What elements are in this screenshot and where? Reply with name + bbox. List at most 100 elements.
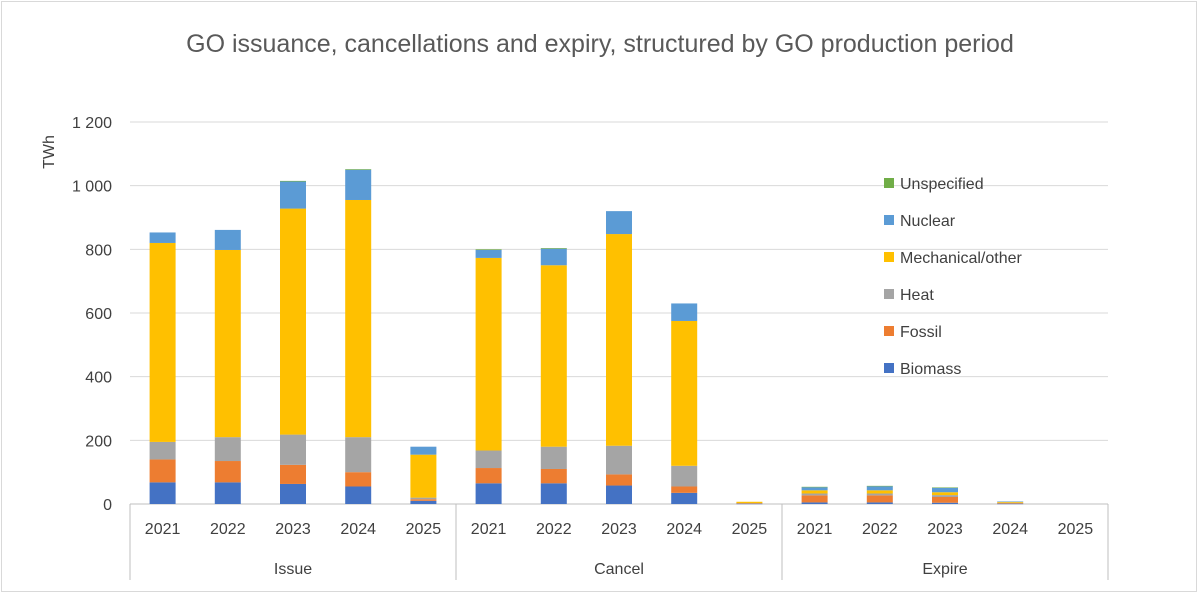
bar-segment-heat bbox=[932, 495, 958, 497]
x-axis: 2021 2022 2023 2024 2025 2021 2022 2023 2024 2025… bbox=[129, 504, 1109, 580]
bar-segment-mechanical-other bbox=[997, 501, 1024, 503]
bar-segment-mechanical-other bbox=[866, 490, 893, 494]
x-category-label: 2021 bbox=[797, 521, 833, 538]
x-category-label: 2023 bbox=[601, 521, 637, 538]
y-axis-ticks: 0 200 400 600 800 1 000 1 200 bbox=[72, 115, 112, 514]
bar-segment-fossil bbox=[671, 486, 698, 493]
y-tick-label: 600 bbox=[85, 306, 112, 323]
bar-segment-unspecified bbox=[866, 485, 893, 487]
bar-segment-biomass bbox=[214, 482, 241, 504]
x-group-label: Cancel bbox=[594, 561, 644, 578]
bar-segment-fossil bbox=[214, 461, 241, 483]
bar-segment-heat bbox=[736, 503, 763, 504]
bar-segment-heat bbox=[280, 434, 306, 465]
bar-segment-mechanical-other bbox=[736, 501, 763, 504]
bar-segment-fossil bbox=[345, 472, 372, 487]
bar-segment-heat bbox=[149, 441, 176, 460]
legend-swatch bbox=[884, 289, 894, 299]
bar-segment-heat bbox=[345, 437, 372, 473]
legend-swatch bbox=[884, 252, 894, 262]
bar-segment-heat bbox=[410, 497, 437, 500]
legend-label: Biomass bbox=[900, 361, 961, 378]
bar-segment-biomass bbox=[801, 502, 828, 504]
bar-segment-heat bbox=[671, 465, 698, 487]
bar-segment-unspecified bbox=[540, 248, 567, 249]
x-category-label: 2024 bbox=[992, 521, 1028, 538]
bar-segment-nuclear bbox=[214, 229, 241, 250]
x-category-label: 2022 bbox=[536, 521, 572, 538]
bar-segment-heat bbox=[866, 493, 893, 496]
bar-segment-biomass bbox=[475, 483, 502, 504]
bar-segment-nuclear bbox=[280, 181, 306, 209]
bar-segment-nuclear bbox=[540, 248, 567, 266]
bar-segment-fossil bbox=[606, 474, 632, 486]
bar-segment-heat bbox=[214, 437, 241, 462]
bar-segment-fossil bbox=[997, 503, 1024, 504]
bar-segment-fossil bbox=[866, 495, 893, 503]
bars bbox=[149, 169, 1024, 505]
bar-segment-unspecified bbox=[280, 180, 306, 182]
bar-segment-fossil bbox=[932, 496, 958, 503]
legend-label: Unspecified bbox=[900, 176, 984, 193]
bar-segment-mechanical-other bbox=[671, 320, 698, 466]
bar-segment-heat bbox=[475, 450, 502, 469]
bar-segment-biomass bbox=[540, 483, 567, 504]
legend-label: Mechanical/other bbox=[900, 250, 1023, 267]
y-tick-label: 800 bbox=[85, 242, 112, 259]
bar-segment-biomass bbox=[997, 503, 1024, 505]
legend-swatch bbox=[884, 326, 894, 336]
bar-segment-nuclear bbox=[475, 249, 502, 258]
bar-segment-nuclear bbox=[866, 486, 893, 491]
legend-label: Heat bbox=[900, 287, 934, 304]
bar-segment-mechanical-other bbox=[475, 257, 502, 451]
bar-segment-nuclear bbox=[345, 169, 372, 200]
bar-segment-nuclear bbox=[606, 211, 632, 235]
x-category-label: 2021 bbox=[471, 521, 507, 538]
bar-segment-fossil bbox=[280, 464, 306, 484]
bar-segment-heat bbox=[801, 493, 828, 496]
bar-segment-nuclear bbox=[932, 487, 958, 493]
bar-segment-mechanical-other bbox=[280, 208, 306, 435]
x-category-label: 2023 bbox=[275, 521, 311, 538]
x-category-label: 2022 bbox=[210, 521, 246, 538]
y-tick-label: 400 bbox=[85, 370, 112, 387]
x-category-label: 2025 bbox=[1058, 521, 1094, 538]
bar-segment-fossil bbox=[801, 495, 828, 503]
bar-segment-unspecified bbox=[932, 487, 958, 488]
y-tick-label: 1 000 bbox=[72, 179, 112, 196]
bar-segment-unspecified bbox=[475, 249, 502, 250]
bar-segment-biomass bbox=[410, 500, 437, 504]
bar-segment-fossil bbox=[736, 503, 763, 504]
bar-segment-mechanical-other bbox=[214, 249, 241, 438]
bar-segment-mechanical-other bbox=[149, 242, 176, 442]
bar-segment-biomass bbox=[671, 492, 698, 504]
legend-label: Nuclear bbox=[900, 213, 956, 230]
y-tick-label: 200 bbox=[85, 433, 112, 450]
legend: Unspecified Nuclear Mechanical/other Heat Fo… bbox=[884, 176, 1023, 378]
bar-segment-biomass bbox=[932, 502, 958, 504]
bar-segment-fossil bbox=[410, 499, 437, 501]
legend-swatch bbox=[884, 215, 894, 225]
bar-segment-fossil bbox=[540, 468, 567, 484]
bar-segment-mechanical-other bbox=[932, 492, 958, 496]
bar-segment-biomass bbox=[866, 502, 893, 504]
bar-segment-nuclear bbox=[801, 487, 828, 491]
chart-title: GO issuance, cancellations and expiry, s… bbox=[186, 30, 1014, 58]
bar-segment-heat bbox=[606, 445, 632, 475]
x-category-label: 2025 bbox=[732, 521, 768, 538]
bar-segment-unspecified bbox=[801, 486, 828, 488]
bar-segment-heat bbox=[540, 446, 567, 469]
bar-segment-nuclear bbox=[671, 303, 698, 321]
y-tick-label: 1 200 bbox=[72, 115, 112, 132]
x-category-label: 2023 bbox=[927, 521, 963, 538]
bar-segment-heat bbox=[997, 502, 1024, 504]
bar-segment-mechanical-other bbox=[606, 234, 632, 446]
legend-swatch bbox=[884, 363, 894, 373]
x-category-label: 2024 bbox=[340, 521, 376, 538]
bar-segment-fossil bbox=[149, 459, 176, 483]
x-category-label: 2024 bbox=[666, 521, 702, 538]
bar-segment-biomass bbox=[345, 486, 372, 504]
bar-segment-mechanical-other bbox=[410, 454, 437, 498]
x-group-label: Issue bbox=[274, 561, 312, 578]
